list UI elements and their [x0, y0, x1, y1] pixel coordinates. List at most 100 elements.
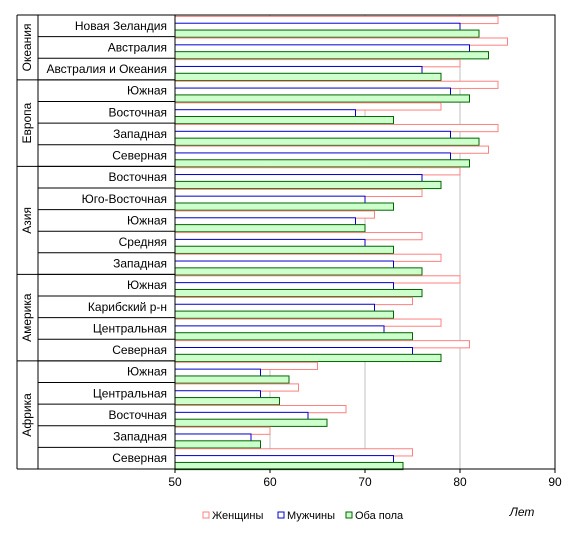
- bar-men: [174, 303, 375, 312]
- bar-men: [174, 174, 423, 183]
- bar-both: [174, 288, 423, 298]
- bar-women: [174, 59, 461, 68]
- group-label: Америка: [20, 293, 34, 342]
- bar-men: [174, 217, 356, 226]
- bar-both: [174, 397, 280, 406]
- category-label: Восточная: [109, 105, 168, 119]
- bar-women: [174, 188, 423, 198]
- category-label: Северная: [112, 343, 167, 357]
- bar-men: [174, 260, 394, 269]
- legend-swatch: [345, 511, 353, 519]
- group-label: Азия: [20, 207, 34, 234]
- bar-both: [174, 440, 261, 449]
- x-tick-label: 70: [358, 475, 372, 489]
- bar-both: [174, 375, 290, 384]
- legend-swatch: [202, 511, 210, 519]
- legend-label: Мужчины: [287, 510, 335, 522]
- group-label: Африка: [20, 393, 34, 437]
- category-label: Карибский р-н: [88, 300, 167, 314]
- bar-both: [174, 51, 489, 60]
- bar-women: [174, 210, 375, 219]
- x-tick-label: 50: [168, 475, 182, 489]
- bar-men: [174, 152, 451, 161]
- bar-men: [174, 87, 451, 96]
- bar-both: [174, 202, 394, 211]
- legend-label: Женщины: [212, 510, 263, 522]
- group-label: Океания: [20, 23, 34, 71]
- bar-men: [174, 44, 470, 53]
- category-label: Западная: [113, 430, 167, 444]
- category-label: Восточная: [109, 408, 168, 422]
- group-label: Европа: [20, 102, 34, 143]
- bar-women: [174, 102, 442, 111]
- bar-men: [174, 433, 252, 442]
- x-axis-ticks: 50 60 70 80 90: [168, 469, 562, 489]
- bar-men: [174, 455, 394, 464]
- bar-men: [174, 390, 261, 399]
- bar-men: [174, 282, 394, 291]
- bar-women: [174, 275, 461, 284]
- bar-both: [174, 180, 442, 190]
- bar-both: [174, 159, 470, 168]
- category-label: Южная: [127, 278, 167, 292]
- legend: Женщины Мужчины Оба пола: [202, 510, 404, 522]
- legend-swatch: [277, 511, 285, 519]
- bar-men: [174, 346, 413, 356]
- bar-both: [174, 94, 470, 103]
- bar-women: [174, 383, 299, 392]
- bar-men: [174, 325, 385, 334]
- category-label: Северная: [112, 451, 167, 465]
- category-label: Южная: [127, 84, 167, 98]
- bar-both: [174, 245, 394, 254]
- bar-men: [174, 109, 356, 118]
- bar-both: [174, 116, 394, 125]
- bar-women: [174, 167, 461, 176]
- category-labels: Новая Зеландия Австралия Австралия и Океан…: [20, 19, 167, 465]
- category-label: Южная: [127, 365, 167, 379]
- bar-both: [174, 267, 423, 276]
- bar-women: [174, 253, 442, 262]
- bar-women: [174, 145, 489, 154]
- bar-men: [174, 130, 451, 140]
- category-label: Новая Зеландия: [75, 19, 167, 33]
- category-label: Центральная: [93, 386, 167, 400]
- bar-men: [174, 22, 461, 31]
- bar-women: [174, 232, 423, 241]
- category-label: Восточная: [109, 170, 168, 184]
- bar-women: [174, 405, 347, 414]
- category-label: Северная: [112, 149, 167, 163]
- bar-both: [174, 29, 480, 38]
- legend-label: Оба пола: [355, 510, 404, 522]
- x-tick-label: 60: [263, 475, 277, 489]
- category-label: Австралия и Океания: [46, 62, 167, 76]
- bar-women: [174, 361, 318, 370]
- bar-men: [174, 65, 423, 75]
- bar-both: [174, 332, 413, 341]
- bar-men: [174, 238, 366, 248]
- bar-women: [174, 37, 508, 46]
- category-label: Центральная: [93, 321, 167, 335]
- category-label: Австралия: [108, 40, 167, 54]
- bar-women: [174, 448, 413, 457]
- bar-women: [174, 318, 442, 327]
- x-tick-label: 80: [453, 475, 467, 489]
- x-tick-label: 90: [548, 475, 562, 489]
- bar-both: [174, 72, 442, 81]
- bar-men: [174, 195, 366, 204]
- category-label: Южная: [127, 213, 167, 227]
- bar-both: [174, 310, 394, 319]
- bar-both: [174, 224, 366, 233]
- bar-women: [174, 15, 499, 25]
- x-axis-title: Лет: [509, 505, 535, 519]
- bar-both: [174, 418, 328, 427]
- bar-men: [174, 368, 261, 377]
- category-label: Западная: [113, 257, 167, 271]
- category-label: Юго-Восточная: [82, 192, 167, 206]
- bars: [174, 15, 508, 471]
- bar-women: [174, 340, 470, 349]
- bar-men: [174, 411, 309, 421]
- category-label: Средняя: [119, 235, 167, 249]
- bar-women: [174, 296, 413, 306]
- bar-both: [174, 137, 480, 146]
